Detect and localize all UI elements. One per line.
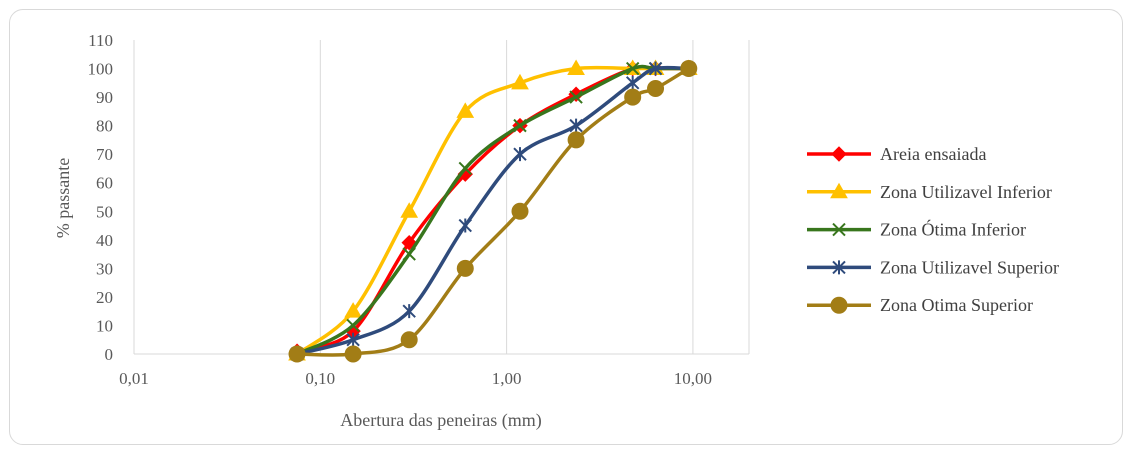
y-tick-label: 110 bbox=[88, 31, 113, 50]
legend-swatch-marker bbox=[832, 260, 846, 275]
data-point bbox=[288, 345, 306, 363]
data-point bbox=[625, 75, 640, 90]
data-point bbox=[624, 88, 642, 106]
data-point bbox=[569, 90, 583, 104]
y-tick-label: 30 bbox=[96, 259, 113, 278]
x-tick-labels: 0,01 0,10 1,00 10,00 bbox=[119, 369, 712, 388]
data-point bbox=[346, 332, 360, 347]
x-tick-label: 0,01 bbox=[119, 369, 149, 388]
data-point bbox=[511, 73, 529, 90]
legend-swatch-marker bbox=[830, 182, 848, 199]
y-tick-label: 60 bbox=[96, 174, 113, 193]
data-point bbox=[346, 318, 360, 333]
data-point bbox=[344, 302, 362, 318]
y-tick-label: 70 bbox=[96, 145, 113, 164]
legend-label: Zona Utilizavel Inferior bbox=[880, 182, 1052, 202]
data-point bbox=[344, 345, 362, 363]
data-point bbox=[513, 118, 527, 133]
data-point bbox=[400, 202, 419, 218]
legend-item: Areia ensaiada bbox=[807, 144, 986, 164]
y-tick-label: 0 bbox=[105, 345, 114, 364]
y-tick-label: 40 bbox=[96, 231, 113, 250]
chart-frame bbox=[9, 9, 1123, 445]
legend-item: Zona Utilizavel Inferior bbox=[807, 182, 1052, 202]
legend: Areia ensaiada Zona Utilizavel Inferior Zo… bbox=[807, 144, 1059, 315]
legend-swatch-marker bbox=[831, 146, 847, 162]
y-tick-label: 10 bbox=[96, 316, 113, 335]
x-tick-label: 0,10 bbox=[305, 369, 335, 388]
y-tick-label: 50 bbox=[96, 202, 113, 221]
legend-swatch-marker bbox=[830, 296, 848, 314]
data-point bbox=[569, 118, 583, 133]
legend-label: Areia ensaiada bbox=[880, 144, 986, 164]
x-axis-title: Abertura das peneiras (mm) bbox=[340, 410, 541, 431]
series-5 bbox=[288, 60, 698, 363]
series-line bbox=[295, 64, 691, 356]
data-point bbox=[402, 247, 416, 261]
data-point bbox=[647, 80, 665, 98]
series-4 bbox=[290, 61, 696, 361]
grid-layer bbox=[133, 40, 750, 354]
y-tick-label: 80 bbox=[96, 117, 113, 136]
data-point bbox=[458, 161, 472, 176]
legend-swatch-marker bbox=[832, 222, 846, 237]
data-point bbox=[513, 147, 527, 162]
y-tick-label: 100 bbox=[88, 60, 114, 79]
data-point bbox=[680, 60, 698, 78]
y-tick-label: 90 bbox=[96, 88, 113, 107]
y-tick-label: 20 bbox=[96, 288, 113, 307]
data-point bbox=[401, 234, 417, 251]
series-layer bbox=[288, 59, 698, 363]
data-point bbox=[402, 304, 416, 319]
legend-label: Zona Utilizavel Superior bbox=[880, 257, 1059, 277]
x-tick-label: 1,00 bbox=[492, 369, 522, 388]
data-point bbox=[456, 102, 475, 118]
legend-item: Zona Ótima Inferior bbox=[807, 219, 1026, 240]
data-point bbox=[400, 331, 418, 349]
series-2 bbox=[288, 59, 698, 361]
legend-item: Zona Otima Superior bbox=[807, 295, 1033, 315]
y-tick-labels: 0 10 20 30 40 50 60 70 80 90 100 110 bbox=[88, 31, 114, 364]
data-point bbox=[567, 59, 585, 76]
data-point bbox=[456, 259, 474, 277]
data-point bbox=[648, 61, 663, 76]
data-point bbox=[511, 202, 529, 220]
y-axis-title: % passante bbox=[53, 158, 73, 238]
legend-item: Zona Utilizavel Superior bbox=[807, 257, 1059, 277]
data-point bbox=[625, 61, 640, 76]
legend-label: Zona Otima Superior bbox=[880, 295, 1033, 315]
data-point bbox=[567, 131, 585, 149]
legend-label: Zona Ótima Inferior bbox=[880, 219, 1026, 240]
data-point bbox=[458, 218, 472, 233]
x-tick-label: 10,00 bbox=[674, 369, 712, 388]
